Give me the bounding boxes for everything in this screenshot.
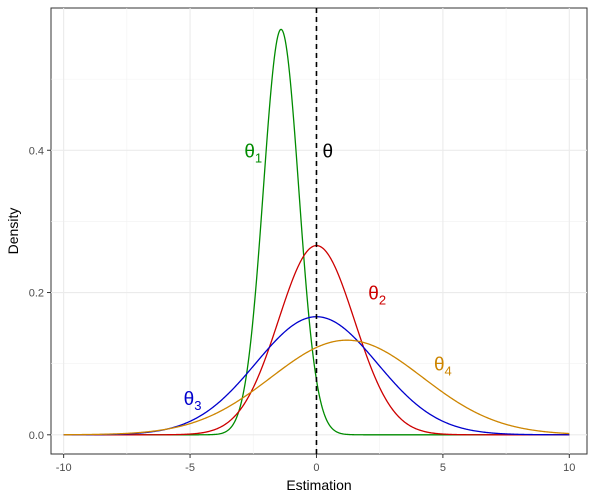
x-tick-label: 5 [440, 462, 446, 474]
curve-label-symbol: θ [184, 389, 195, 410]
axis-ticks: -10 -5 0 5 10 0.0 0.2 0.4 [29, 145, 576, 474]
curve-label-subscript: 4 [445, 364, 452, 379]
y-tick-label: 0.2 [29, 288, 44, 300]
y-tick-label: 0.0 [29, 430, 44, 442]
reference-line-label: θ [322, 141, 333, 162]
curve-label-subscript: 3 [194, 398, 201, 413]
x-tick-label: 10 [563, 462, 575, 474]
x-tick-label: -10 [56, 462, 72, 474]
y-axis-title: Density [5, 208, 21, 255]
curve-label-4: θ4 [434, 355, 452, 379]
curve-label-3: θ3 [184, 389, 202, 413]
curve-label-subscript: 2 [379, 293, 386, 308]
y-tick-label: 0.4 [29, 145, 44, 157]
curve-label-1: θ1 [244, 141, 262, 165]
curve-label-subscript: 1 [255, 150, 262, 165]
curve-label-symbol: θ [244, 141, 255, 162]
plot-panel [50, 7, 588, 455]
x-axis-title: Estimation [286, 477, 351, 493]
curve-label-2: θ2 [368, 284, 386, 308]
curve-label-symbol: θ [368, 284, 379, 305]
x-tick-label: 0 [313, 462, 319, 474]
x-tick-label: -5 [185, 462, 195, 474]
curve-label-symbol: θ [434, 355, 445, 376]
density-curve-4 [63, 339, 570, 436]
